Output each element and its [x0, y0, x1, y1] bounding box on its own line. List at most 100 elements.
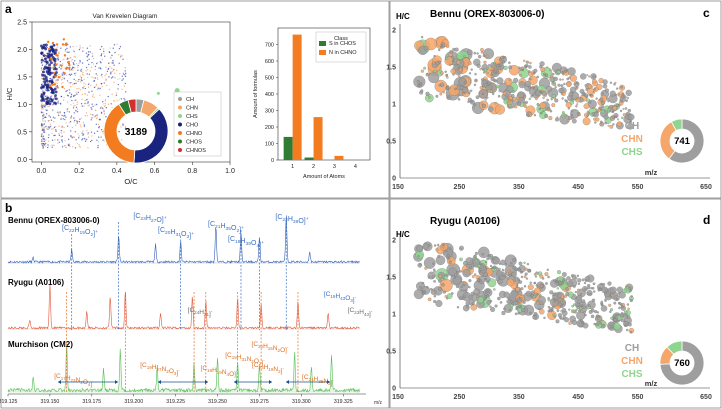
vk-point-cho	[54, 97, 58, 101]
bubble-CHN	[504, 81, 507, 84]
panel-label-a: a	[5, 2, 12, 16]
vk-point	[85, 52, 88, 54]
panel-c-frame	[389, 0, 722, 199]
bubble-CH	[593, 88, 597, 91]
bubble-CH	[465, 301, 470, 306]
bubble-CH	[565, 292, 570, 297]
bubble-CH	[459, 270, 462, 273]
bennu-xlabel: m/z	[645, 168, 658, 177]
bubble-CHS	[556, 70, 561, 74]
bubble-CH	[549, 290, 554, 295]
bubble-CH	[555, 280, 558, 284]
vk-point	[121, 79, 123, 82]
bubble-CH	[553, 279, 556, 283]
vk-point	[99, 119, 101, 121]
vk-point	[92, 94, 94, 96]
bubble-CH	[532, 71, 536, 75]
vk-point	[47, 126, 50, 128]
bubble-CH	[566, 77, 570, 81]
spectra-xtick-label: 319.150	[41, 399, 60, 405]
vk-point	[83, 105, 85, 107]
bubble-CH	[552, 292, 557, 297]
bubble-CHN	[553, 96, 556, 100]
spectrum-title-murchison: Murchison (CM2)	[8, 340, 73, 349]
vk-point	[101, 58, 104, 61]
bubble-CH	[618, 103, 621, 107]
bubble-CH	[609, 90, 616, 97]
vk-point	[78, 121, 80, 123]
vk-point	[111, 54, 113, 57]
bubble-CHN	[427, 95, 431, 99]
bubble-CH	[484, 295, 487, 298]
bubble-CH	[522, 300, 526, 304]
vk-point	[47, 140, 50, 143]
bubble-CHN	[551, 103, 556, 107]
bubble-CH	[508, 274, 512, 278]
vk-point	[42, 124, 44, 127]
bubble-CHS	[446, 76, 449, 79]
vk-point	[66, 89, 68, 92]
bubble-CH	[489, 264, 493, 268]
bubble-CH	[511, 271, 517, 278]
bubble-CH	[489, 300, 493, 303]
vk-point	[70, 130, 72, 132]
bubble-CHN	[588, 304, 591, 307]
vk-point	[70, 73, 72, 75]
vk-point	[66, 47, 68, 50]
bubble-CHN	[561, 78, 564, 81]
vk-point	[41, 140, 44, 143]
bubble-CHS	[573, 303, 576, 306]
vk-point	[86, 76, 89, 79]
vk-point	[42, 112, 45, 114]
bubble-CH	[615, 298, 619, 301]
vk-point	[76, 101, 79, 103]
bubble-CHN	[560, 93, 563, 96]
vk-point	[40, 135, 43, 137]
vk-legend-label-CHOS: CHOS	[186, 140, 202, 146]
bubble-CH	[463, 80, 467, 84]
bubble-CH	[422, 242, 430, 250]
vk-point	[57, 142, 59, 145]
vk-point	[106, 70, 109, 73]
vk-point	[77, 91, 80, 94]
vk-point	[99, 67, 102, 69]
vk-point	[50, 95, 52, 98]
bubble-CH	[525, 60, 529, 64]
vk-point	[105, 78, 107, 80]
bubble-CH	[629, 121, 632, 124]
vk-point	[77, 69, 79, 72]
vk-point	[124, 74, 126, 76]
vk-point	[65, 122, 67, 124]
bennu-bubbles	[413, 35, 635, 130]
bubble-CH	[420, 89, 424, 93]
bubble-CH	[574, 290, 578, 294]
vk-point	[120, 98, 123, 100]
vk-point	[44, 139, 47, 141]
bubble-CH	[497, 94, 501, 98]
vk-point	[91, 52, 94, 55]
vk-point	[69, 70, 71, 72]
bubble-CHN	[540, 67, 546, 72]
bubble-CH	[423, 45, 429, 51]
vk-point	[92, 63, 95, 65]
vk-point	[74, 119, 76, 122]
vk-point	[43, 60, 46, 63]
vk-point-chno	[68, 64, 71, 67]
vk-point	[74, 131, 76, 133]
vk-donut	[103, 98, 169, 164]
bubble-CHS	[560, 300, 563, 304]
bar-xtick-label: 4	[354, 164, 357, 170]
bubble-CH	[529, 311, 532, 315]
bubble-CH	[586, 292, 589, 295]
bubble-CH	[576, 294, 582, 301]
vk-point	[75, 99, 77, 101]
vk-point	[124, 70, 126, 72]
vk-point	[84, 83, 87, 86]
bar-ytick-label: 400	[265, 92, 274, 98]
bubble-CH	[561, 97, 564, 100]
panel-d-frame	[389, 198, 722, 409]
vk-point	[108, 51, 111, 53]
bubble-CH	[477, 279, 480, 283]
bubble-donut-slice-CHS	[666, 340, 683, 355]
vk-point	[100, 74, 102, 77]
